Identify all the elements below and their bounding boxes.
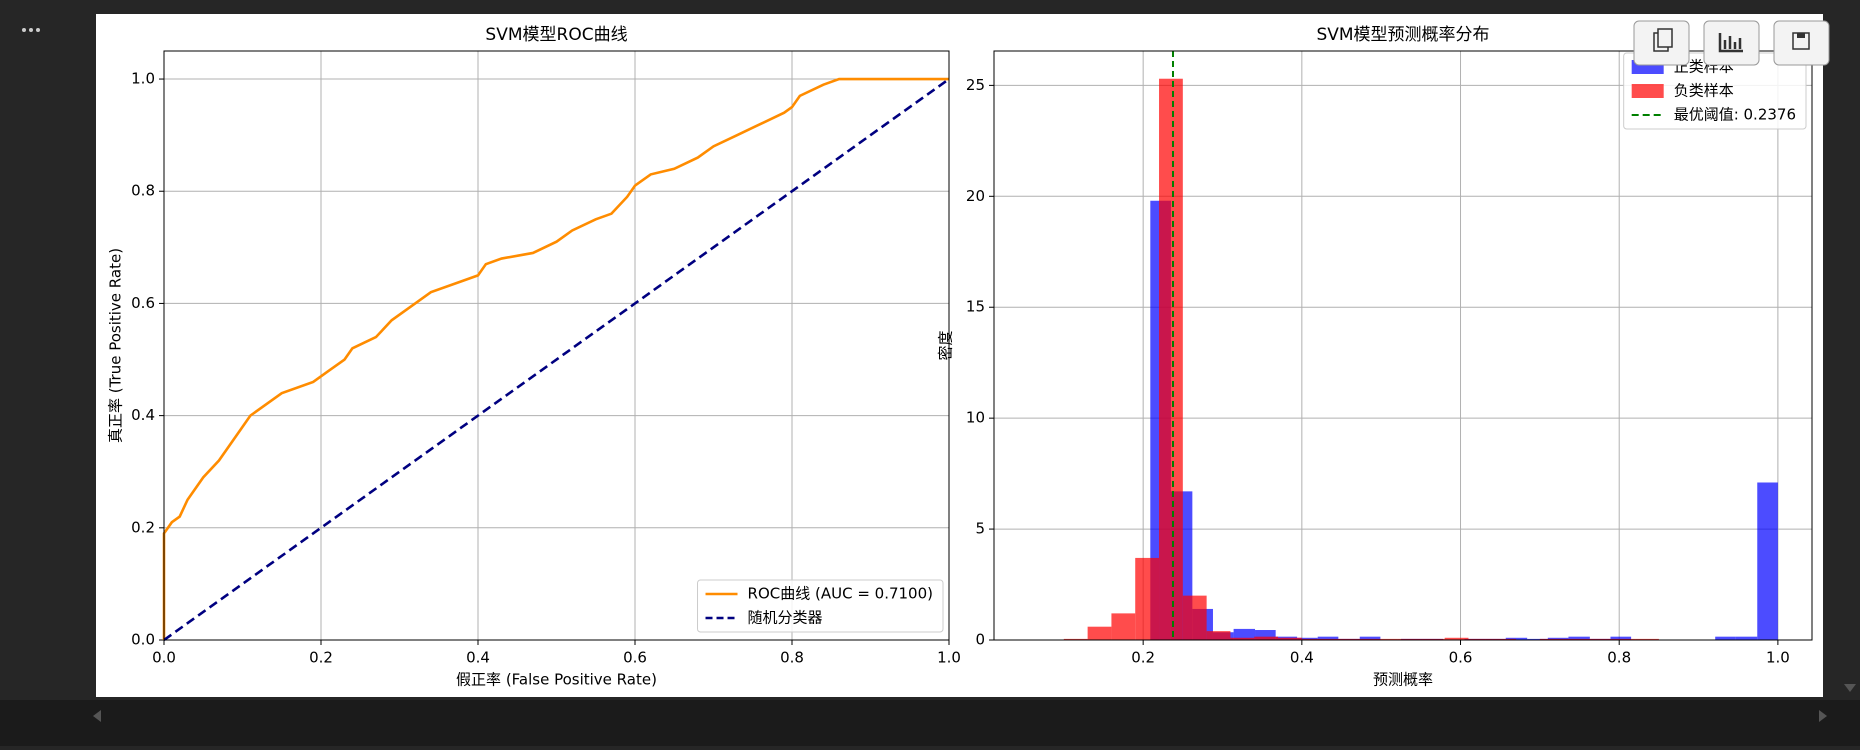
hist-bar (1063, 638, 1088, 640)
hist-bar (1087, 626, 1112, 640)
x-tick-label: 1.0 (937, 649, 961, 667)
x-tick-label: 0.8 (1607, 649, 1631, 667)
y-tick-label: 15 (966, 298, 985, 316)
x-tick-label: 0.6 (1449, 649, 1473, 667)
hist-bar (1325, 638, 1350, 640)
hist-bar (1230, 637, 1255, 640)
legend-box (697, 579, 944, 633)
hist-bar (1420, 638, 1445, 640)
hist-bar (1254, 636, 1279, 640)
roc-line (163, 77, 950, 642)
y-tick-label: 10 (966, 409, 985, 427)
y-tick-label: 1.0 (131, 70, 155, 88)
x-tick-label: 0.2 (1131, 649, 1155, 667)
hist-bar (1255, 630, 1276, 640)
hist-bar (1568, 636, 1590, 640)
hist-bar (1111, 613, 1136, 640)
hist-bar (1233, 628, 1256, 640)
hist-bar (1159, 78, 1183, 640)
hist-bar (1635, 638, 1659, 640)
hist-bar (1359, 636, 1381, 640)
hist-bar (1735, 636, 1758, 640)
hist-bar (1444, 637, 1469, 640)
hist-bar (1206, 631, 1231, 640)
scrollbar-track (0, 700, 1860, 746)
hist-bar (1505, 637, 1528, 640)
hist-bar (1278, 637, 1302, 640)
axes-frame (163, 50, 950, 641)
scroll-down[interactable] (1844, 684, 1856, 692)
x-tick-label: 0.4 (466, 649, 490, 667)
y-tick-label: 0.2 (131, 518, 155, 536)
y-tick-label: 0.8 (131, 182, 155, 200)
hist-bar (1611, 638, 1636, 640)
y-tick-label: 0.0 (131, 631, 155, 649)
legend-label: 随机分类器 (748, 609, 823, 627)
figure-background (96, 14, 1823, 697)
hist-bar (1349, 638, 1374, 640)
hist-bar (1397, 638, 1421, 640)
hist-bar (1715, 636, 1736, 640)
legend: ROC曲线 (AUC = 0.7100) 随机分类器 (697, 579, 944, 633)
x-tick-label: 0.6 (623, 649, 647, 667)
chart-title: SVM模型预测概率分布 (1316, 25, 1489, 45)
legend-label: 负类样本 (1674, 82, 1734, 100)
legend-label: ROC曲线 (AUC = 0.7100) (748, 585, 933, 603)
axes-frame (993, 50, 1813, 641)
x-axis-label: 假正率 (False Positive Rate) (456, 671, 657, 689)
x-tick-label: 0.2 (309, 649, 333, 667)
y-tick-label: 20 (966, 187, 985, 205)
hist-bar (1757, 482, 1778, 640)
scroll-right[interactable] (1819, 710, 1827, 722)
legend-patch (1631, 60, 1664, 74)
hist-bar (1610, 636, 1632, 640)
y-tick-label: 0.4 (131, 406, 155, 424)
roc-line (162, 77, 949, 640)
hist-bar (1317, 636, 1339, 640)
hist-bar (1492, 638, 1517, 640)
legend-label: 最优阈值: 0.2376 (1674, 106, 1796, 124)
y-tick-label: 0.6 (131, 294, 155, 312)
more-menu[interactable] (22, 28, 40, 32)
scroll-left[interactable] (93, 710, 101, 722)
hist-bar (1182, 595, 1207, 640)
hist-bar (1539, 638, 1564, 640)
hist-bar (1301, 638, 1326, 640)
hist-bar (1527, 638, 1548, 640)
y-axis-label: 密度 (937, 330, 955, 360)
hist-bar (1587, 638, 1612, 640)
x-tick-label: 0.4 (1290, 649, 1314, 667)
x-tick-label: 0.0 (152, 649, 176, 667)
legend-patch (1631, 84, 1664, 98)
y-tick-label: 5 (975, 520, 985, 538)
hist-bar (1563, 638, 1588, 640)
hist-bar (1373, 638, 1398, 640)
legend-label: 正类样本 (1674, 58, 1734, 76)
y-tick-label: 0 (975, 631, 985, 649)
x-tick-label: 0.8 (780, 649, 804, 667)
x-axis-label: 预测概率 (1373, 671, 1433, 689)
y-tick-label: 25 (966, 76, 985, 94)
hist-bar (1468, 638, 1493, 640)
x-tick-label: 1.0 (1766, 649, 1790, 667)
chart-title: SVM模型ROC曲线 (485, 25, 627, 45)
hist-bar (1135, 557, 1160, 640)
y-axis-label: 真正率 (True Positive Rate) (107, 248, 125, 443)
